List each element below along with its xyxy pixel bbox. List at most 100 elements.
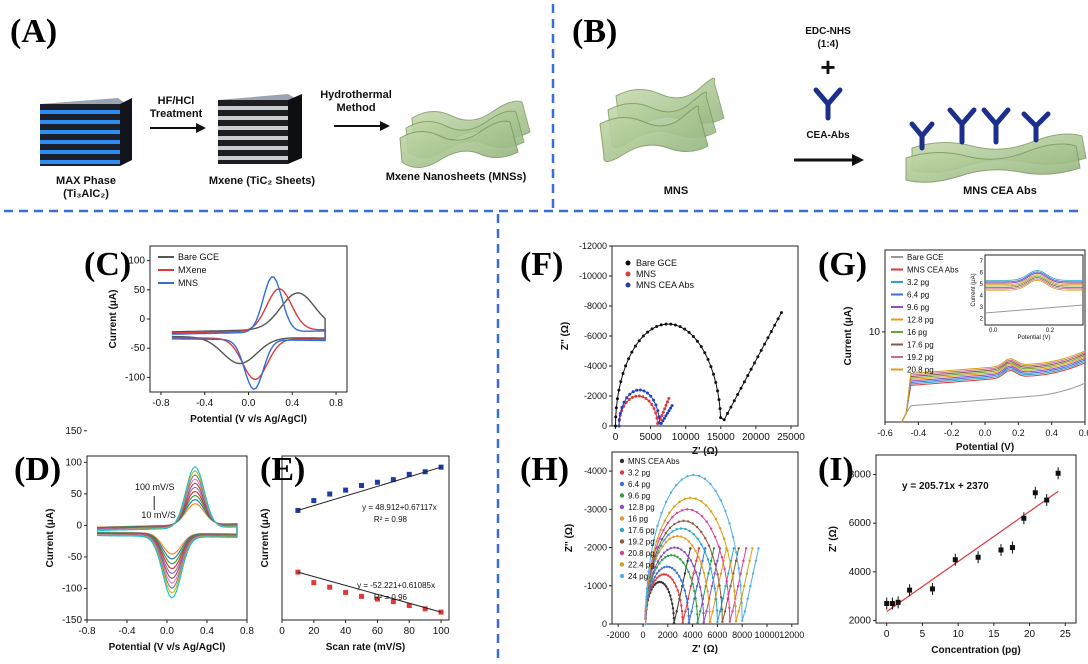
step2-label: Hydrothermal [320, 89, 392, 101]
nyquist-point [679, 558, 682, 561]
dpv-curve [901, 382, 1086, 423]
nyquist-point [752, 361, 756, 365]
legend-label: 9.6 pg [628, 492, 650, 501]
nyquist-point [709, 365, 713, 369]
legend-label: MNS CEA Abs [628, 457, 680, 466]
inset-y-tick-label: 2 [980, 317, 984, 323]
nyquist-point [667, 396, 671, 400]
nyquist-point [717, 398, 721, 402]
nyquist-point [659, 544, 663, 547]
nyquist-point [670, 404, 674, 408]
nyquist-point [721, 597, 725, 600]
nyquist-point [646, 330, 650, 334]
nyquist-point [714, 489, 717, 493]
nyquist-point [658, 537, 661, 540]
x-tick-label: -0.8 [152, 398, 170, 409]
nyquist-point [631, 390, 635, 394]
arrow-a1 [150, 123, 206, 133]
nyquist-point [673, 505, 676, 508]
nyquist-point [742, 380, 746, 384]
chart-d: (D) -0.8 -0.4 0.0 0.4 0.8 150 100 50 0 -50 -100 -150… [14, 426, 254, 653]
legend-label: 16 pg [907, 328, 927, 337]
nyquist-point [659, 323, 663, 327]
y-tick-label: 10 [869, 327, 881, 338]
data-point [406, 471, 412, 477]
nyquist-point [696, 621, 699, 624]
nyquist-point [763, 342, 767, 346]
data-point [359, 483, 365, 489]
dpv-curve [901, 357, 1086, 423]
nyquist-point [655, 416, 659, 420]
y-axis-title: Z'' (Ω) [560, 322, 571, 350]
nyquist-point [689, 584, 693, 588]
x-axis-title: Scan rate (mV/S) [326, 642, 405, 653]
nyquist-point [734, 559, 738, 563]
data-point [374, 596, 380, 602]
nyquist-point [618, 411, 622, 415]
nyquist-point [700, 530, 703, 534]
nyquist-point [654, 578, 657, 582]
nyquist-point [700, 543, 703, 546]
data-point [295, 507, 301, 513]
nyquist-point [662, 528, 665, 532]
nyquist-point [692, 473, 695, 477]
x-tick-label: 2000 [658, 630, 678, 640]
nyquist-point [654, 403, 658, 407]
nyquist-point [678, 325, 682, 329]
nyquist-point [700, 563, 703, 566]
nyquist-point [745, 572, 749, 575]
nyquist-point [769, 330, 773, 333]
nyquist-point [687, 540, 690, 543]
nyquist-point [701, 603, 704, 606]
nyquist-point [663, 538, 666, 541]
nyquist-point [684, 610, 687, 613]
nyquist-point [728, 522, 731, 525]
nyquist-point [744, 547, 748, 550]
nyquist-point [699, 345, 703, 349]
x-tick-label: -0.4 [118, 626, 136, 637]
y-tick-label: 50 [71, 489, 83, 500]
x-tick-label: 0.4 [285, 398, 299, 409]
nyquist-point [622, 400, 626, 404]
panel-label: (D) [14, 451, 61, 488]
nyquist-point [732, 547, 735, 550]
nyquist-point [711, 576, 715, 580]
cv-scan-curve [96, 465, 238, 599]
nyquist-point [728, 606, 731, 610]
nyquist-point [704, 580, 708, 583]
inset-y-tick-label: 7 [980, 259, 984, 265]
x-tick-label: 0.0 [979, 428, 992, 438]
nyquist-point [697, 578, 700, 581]
nyquist-point [672, 611, 675, 615]
nyquist-point [713, 535, 717, 539]
dpv-curve [901, 353, 1086, 423]
legend-swatch [619, 470, 625, 475]
nyquist-point [680, 604, 683, 607]
dpv-curve [901, 360, 1086, 423]
panel-dividers [4, 4, 1084, 660]
nyquist-point [663, 407, 667, 411]
dpv-curve [901, 362, 1086, 423]
dpv-curve [901, 355, 1086, 423]
nyquist-point [642, 389, 646, 393]
nyquist-point [716, 389, 720, 393]
nyquist-point [726, 549, 729, 552]
nyquist-point [725, 580, 728, 583]
nyquist-point [692, 533, 695, 536]
legend-label: 3.2 pg [907, 278, 929, 287]
y-tick-label: 2000 [849, 616, 872, 627]
nyquist-point [668, 537, 671, 541]
x-tick-label: 0.8 [240, 626, 254, 637]
nyquist-point [670, 566, 674, 570]
nyquist-point [675, 483, 678, 487]
nyquist-point [686, 597, 690, 600]
nyquist-point [749, 584, 752, 588]
x-tick-label: -2000 [607, 630, 630, 640]
legend-swatch [619, 516, 625, 521]
nyquist-point [650, 327, 654, 331]
x-axis-title: Concentration (pg) [931, 645, 1020, 656]
fit-r2-2: R² = 0.96 [374, 593, 408, 602]
nyquist-point [681, 615, 684, 619]
nyquist-point [711, 610, 714, 613]
nyquist-point [634, 394, 638, 398]
